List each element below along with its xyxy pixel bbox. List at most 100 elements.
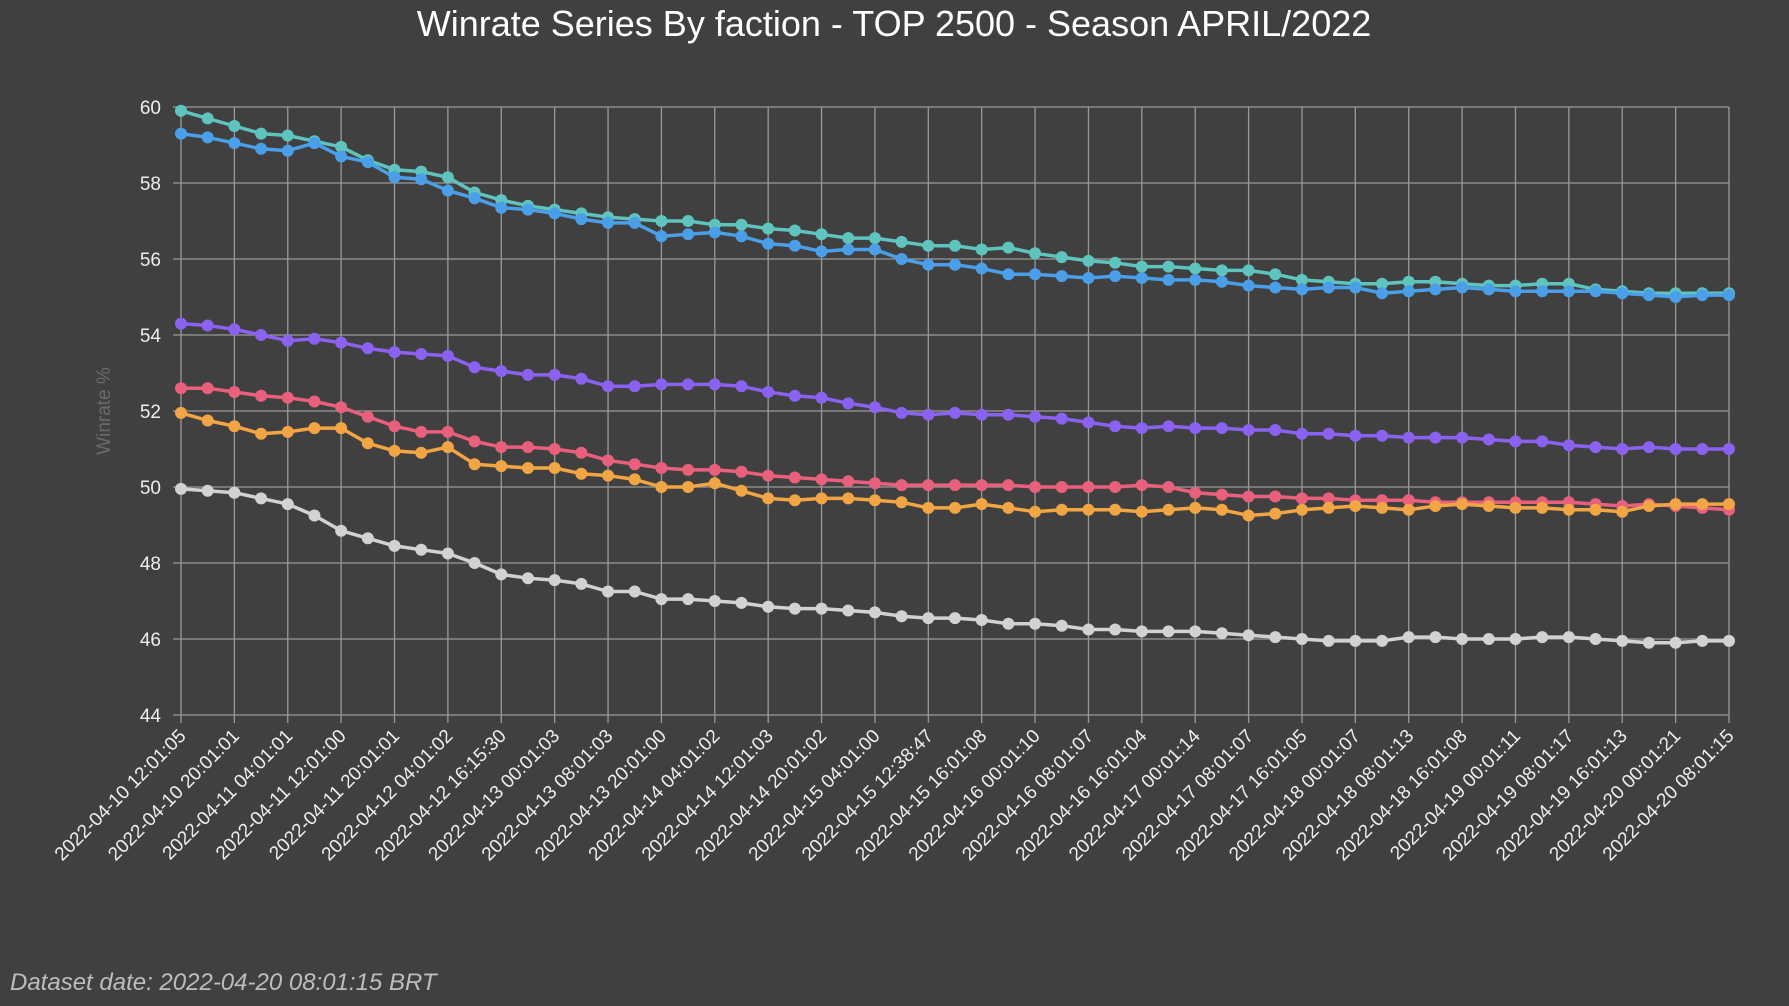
data-point[interactable]: [495, 201, 508, 214]
data-point[interactable]: [1349, 429, 1362, 442]
data-point[interactable]: [548, 368, 561, 381]
data-point[interactable]: [335, 422, 348, 435]
data-point[interactable]: [175, 406, 187, 419]
data-point[interactable]: [1349, 281, 1362, 294]
data-point[interactable]: [922, 612, 935, 625]
data-point[interactable]: [788, 602, 801, 615]
data-point[interactable]: [1536, 435, 1549, 448]
data-point[interactable]: [975, 262, 988, 275]
data-point[interactable]: [1402, 494, 1415, 507]
data-point[interactable]: [281, 425, 294, 438]
data-point[interactable]: [1269, 281, 1282, 294]
data-point[interactable]: [1215, 488, 1228, 501]
data-point[interactable]: [1189, 273, 1202, 286]
data-point[interactable]: [1456, 498, 1469, 511]
data-point[interactable]: [1135, 422, 1148, 435]
data-point[interactable]: [1002, 501, 1015, 514]
data-point[interactable]: [602, 216, 615, 229]
data-point[interactable]: [361, 156, 374, 169]
data-point[interactable]: [735, 465, 748, 478]
data-point[interactable]: [335, 336, 348, 349]
data-point[interactable]: [1456, 633, 1469, 645]
data-point[interactable]: [548, 207, 561, 220]
data-point[interactable]: [868, 232, 881, 245]
data-point[interactable]: [1376, 501, 1389, 514]
data-point[interactable]: [815, 602, 828, 615]
data-point[interactable]: [842, 232, 855, 245]
data-point[interactable]: [922, 479, 935, 492]
data-point[interactable]: [1109, 623, 1122, 636]
data-point[interactable]: [975, 243, 988, 256]
data-point[interactable]: [201, 382, 214, 395]
data-point[interactable]: [201, 131, 214, 144]
data-point[interactable]: [1162, 503, 1175, 516]
data-point[interactable]: [1295, 273, 1308, 286]
data-point[interactable]: [1616, 634, 1629, 647]
data-point[interactable]: [468, 435, 481, 448]
data-point[interactable]: [1322, 281, 1335, 294]
data-point[interactable]: [1269, 268, 1282, 281]
data-point[interactable]: [1269, 424, 1282, 436]
data-point[interactable]: [682, 378, 695, 391]
data-point[interactable]: [495, 365, 508, 378]
data-point[interactable]: [1055, 503, 1068, 516]
data-point[interactable]: [735, 380, 748, 393]
data-point[interactable]: [1269, 631, 1282, 644]
data-point[interactable]: [655, 230, 668, 243]
data-point[interactable]: [1082, 272, 1095, 284]
data-point[interactable]: [628, 380, 641, 393]
data-point[interactable]: [1589, 633, 1602, 645]
data-point[interactable]: [388, 539, 401, 552]
data-point[interactable]: [548, 462, 561, 474]
data-point[interactable]: [1109, 256, 1122, 269]
data-point[interactable]: [361, 437, 374, 450]
data-point[interactable]: [1189, 501, 1202, 514]
data-point[interactable]: [949, 612, 961, 625]
data-point[interactable]: [468, 557, 481, 569]
data-point[interactable]: [868, 606, 881, 619]
data-point[interactable]: [468, 192, 481, 205]
data-point[interactable]: [1322, 501, 1335, 514]
data-point[interactable]: [1242, 629, 1255, 642]
data-point[interactable]: [735, 218, 748, 231]
data-point[interactable]: [1322, 427, 1335, 440]
data-point[interactable]: [1589, 441, 1602, 454]
data-point[interactable]: [1723, 289, 1735, 302]
data-point[interactable]: [441, 547, 454, 560]
data-point[interactable]: [708, 595, 721, 607]
data-point[interactable]: [1509, 285, 1522, 298]
data-point[interactable]: [735, 484, 748, 497]
data-point[interactable]: [1376, 634, 1389, 647]
data-point[interactable]: [575, 213, 588, 226]
data-point[interactable]: [308, 395, 321, 408]
data-point[interactable]: [255, 492, 268, 505]
data-point[interactable]: [1376, 277, 1389, 290]
data-point[interactable]: [175, 382, 187, 395]
data-point[interactable]: [655, 481, 668, 493]
data-point[interactable]: [1295, 503, 1308, 516]
data-point[interactable]: [1589, 285, 1602, 298]
data-point[interactable]: [708, 378, 721, 391]
data-point[interactable]: [175, 127, 187, 140]
data-point[interactable]: [868, 494, 881, 507]
data-point[interactable]: [975, 498, 988, 511]
data-point[interactable]: [1562, 631, 1575, 644]
data-point[interactable]: [628, 458, 641, 471]
data-point[interactable]: [788, 494, 801, 507]
data-point[interactable]: [1002, 408, 1015, 421]
data-point[interactable]: [1162, 420, 1175, 433]
data-point[interactable]: [1696, 634, 1709, 647]
data-point[interactable]: [1642, 289, 1655, 302]
data-point[interactable]: [949, 258, 961, 271]
data-point[interactable]: [1135, 625, 1148, 638]
data-point[interactable]: [1669, 443, 1682, 455]
data-point[interactable]: [361, 410, 374, 423]
data-point[interactable]: [228, 486, 241, 499]
data-point[interactable]: [1696, 498, 1709, 511]
data-point[interactable]: [175, 482, 187, 495]
data-point[interactable]: [1723, 634, 1735, 647]
data-point[interactable]: [682, 215, 695, 227]
data-point[interactable]: [281, 334, 294, 347]
data-point[interactable]: [1536, 285, 1549, 298]
data-point[interactable]: [655, 462, 668, 474]
